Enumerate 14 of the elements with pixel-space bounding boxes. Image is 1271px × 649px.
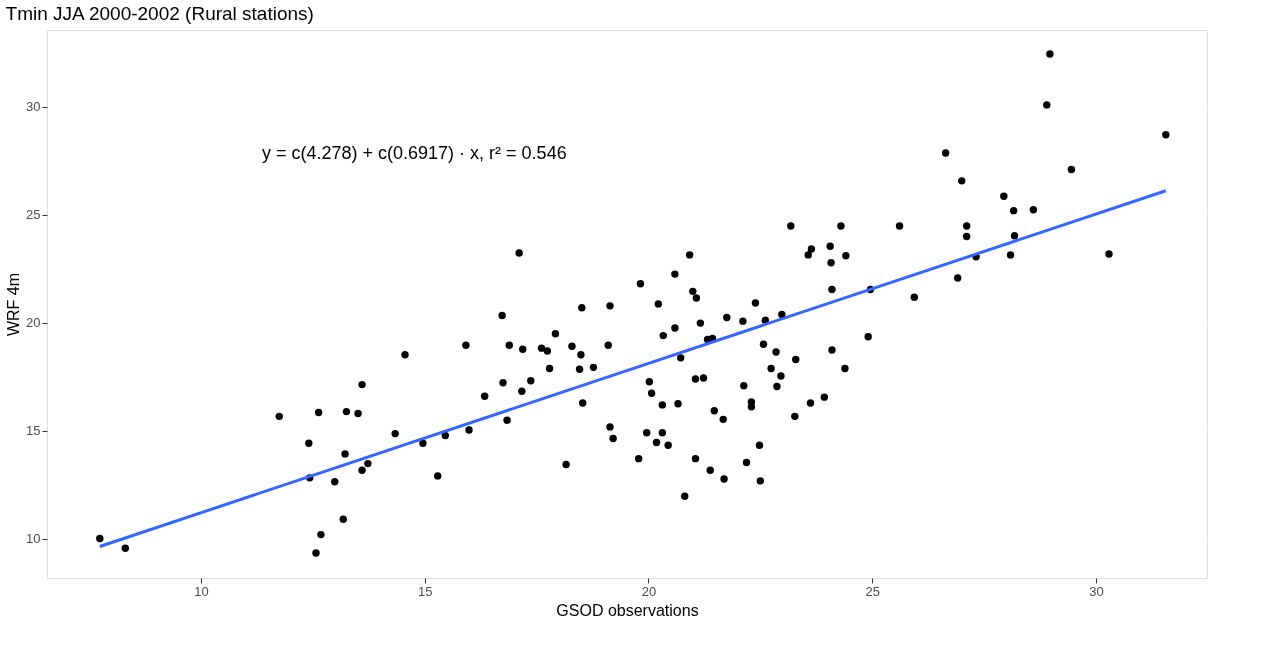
y-tick-label: 10 bbox=[26, 531, 41, 546]
y-tick-label: 30 bbox=[26, 99, 41, 115]
annotation: y = c(4.278) + c(0.6917) · x, r² = 0.546 bbox=[262, 143, 567, 163]
x-axis-title: GSOD observations bbox=[556, 601, 699, 619]
y-tick-label: 20 bbox=[26, 315, 41, 331]
x-tick-label: 30 bbox=[1089, 583, 1104, 599]
chart-title: Tmin JJA 2000-2002 (Rural stations) bbox=[5, 3, 314, 24]
y-tick-label: 15 bbox=[26, 423, 41, 439]
x-tick-label: 20 bbox=[641, 583, 657, 599]
y-tick-label: 25 bbox=[26, 207, 41, 223]
x-tick-label: 10 bbox=[194, 583, 209, 599]
x-tick-label: 15 bbox=[417, 583, 433, 599]
y-axis-title: WRF 4m bbox=[5, 272, 23, 337]
x-tick-label: 25 bbox=[865, 583, 880, 599]
